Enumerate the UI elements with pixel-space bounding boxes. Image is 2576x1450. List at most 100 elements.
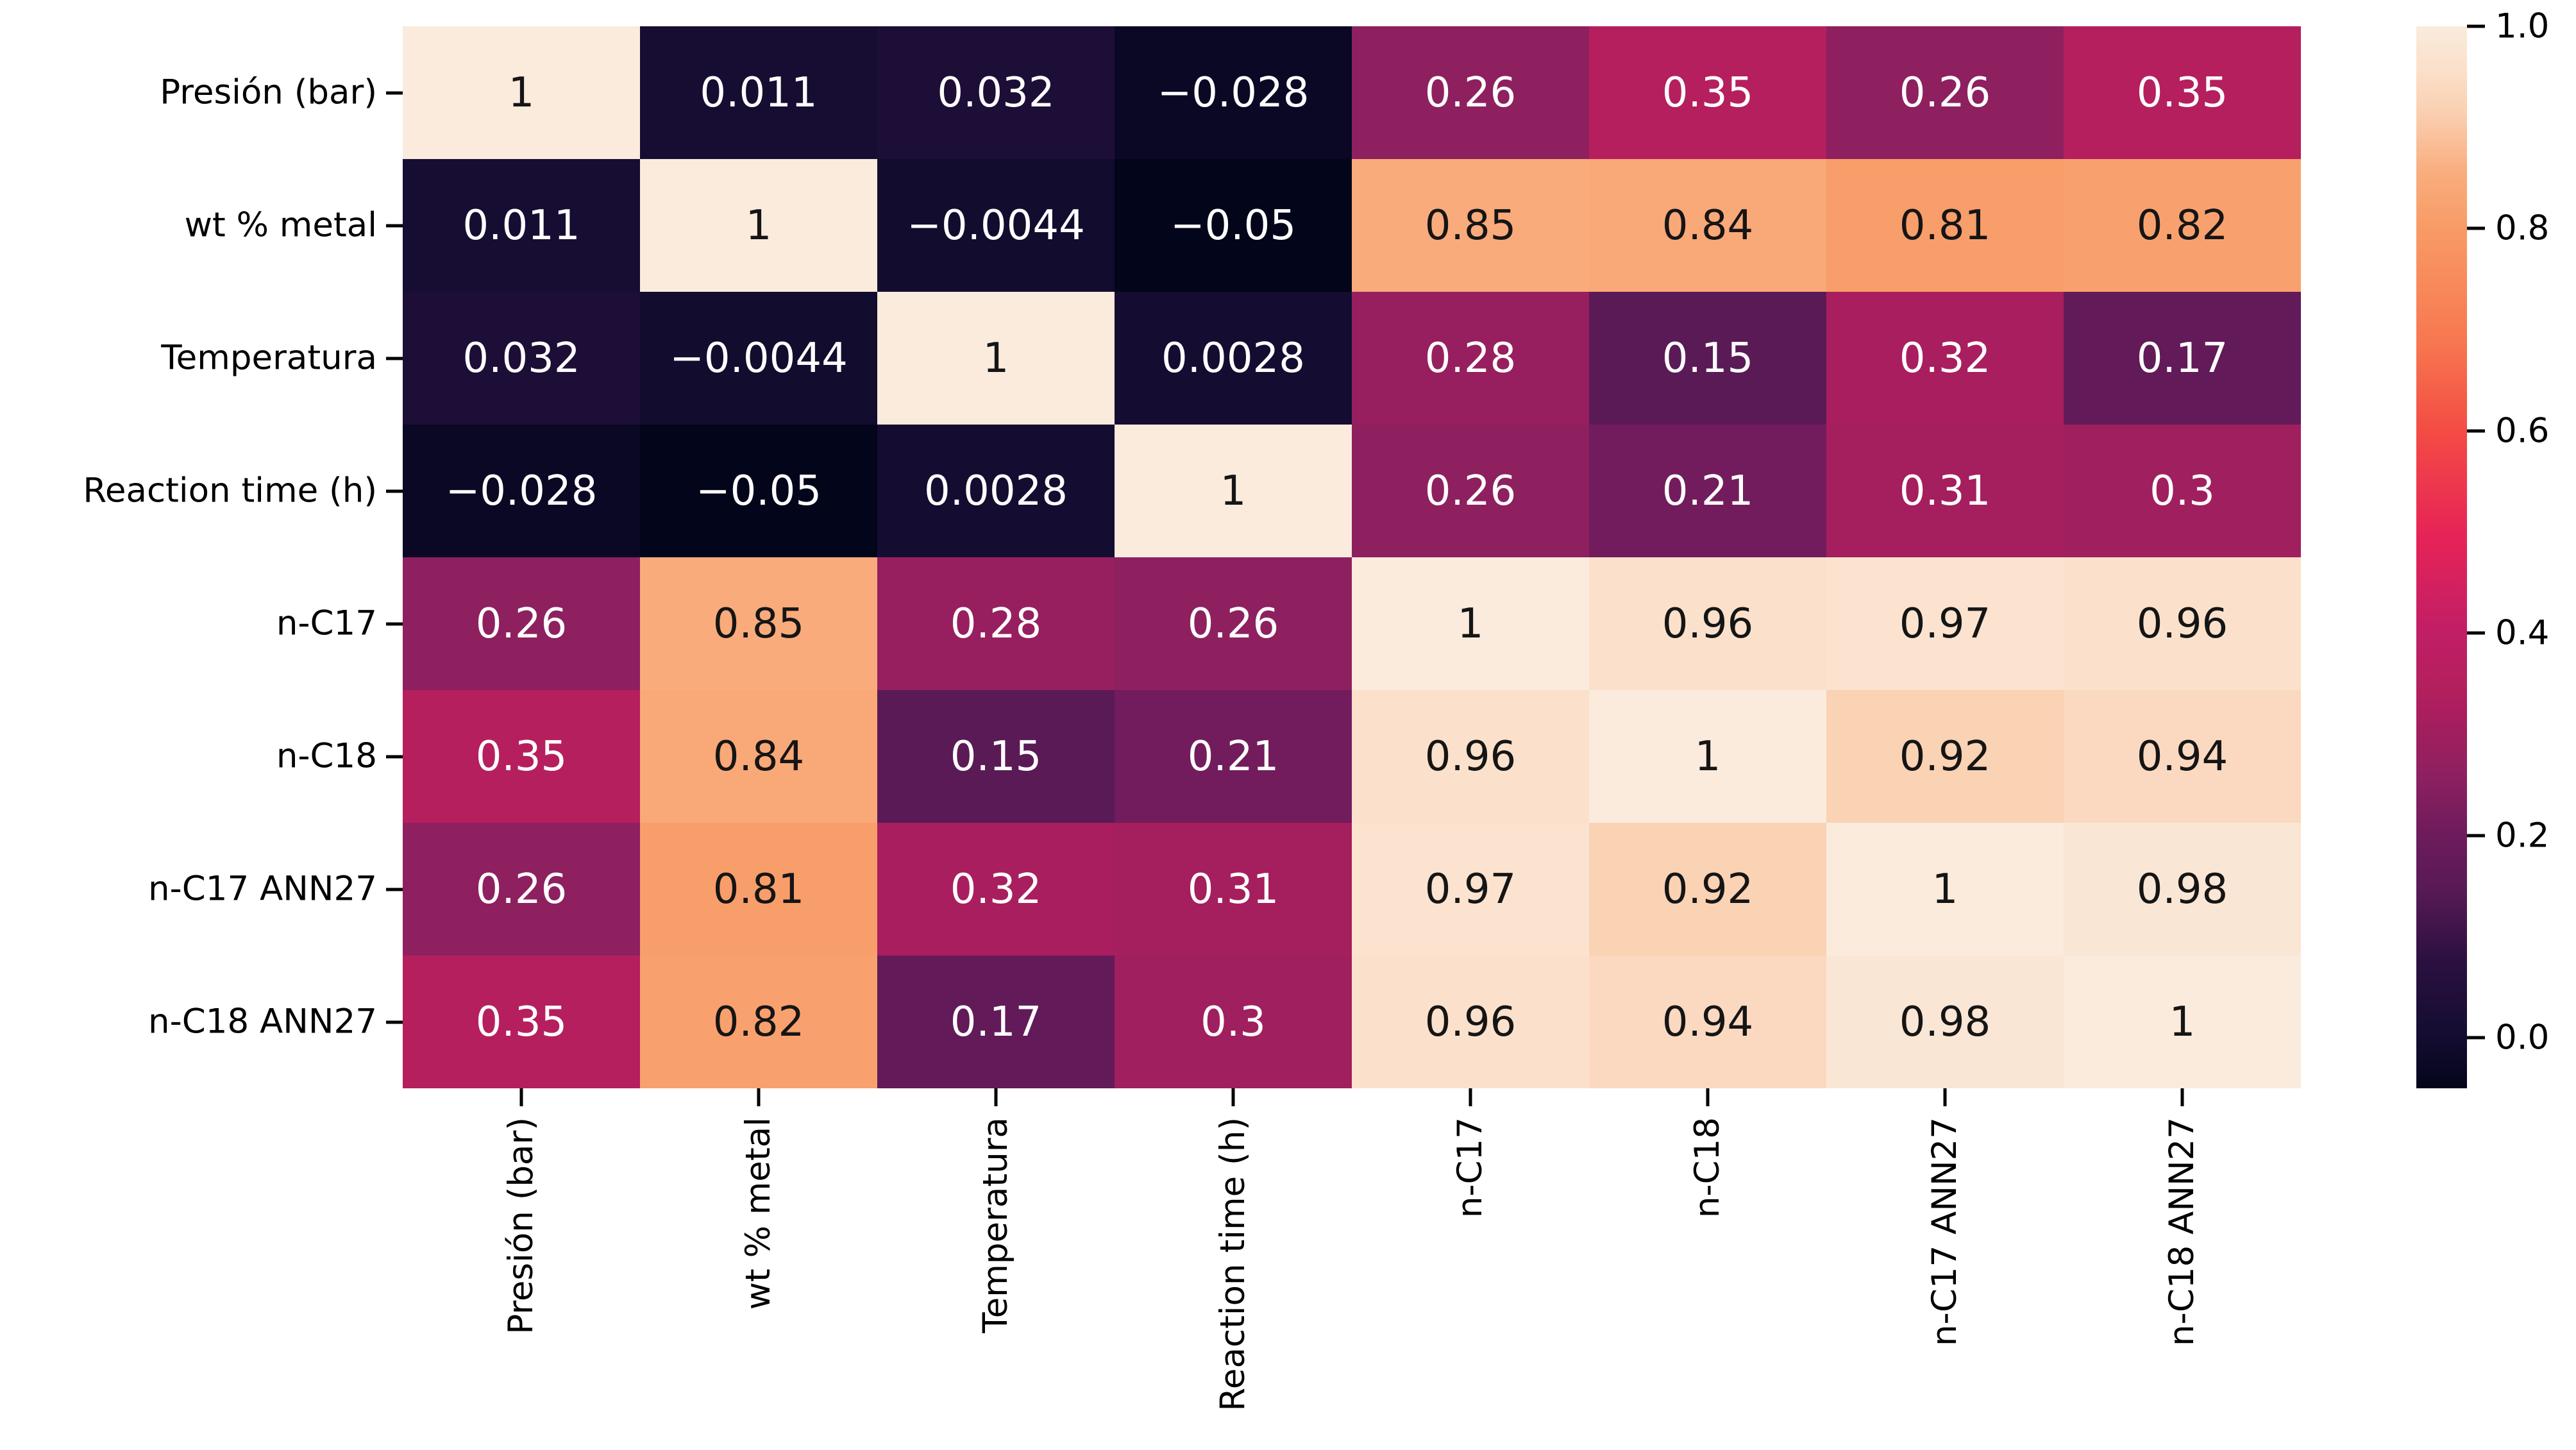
x-tick-mark [1469, 1088, 1472, 1106]
y-tick-mark [386, 91, 403, 94]
heatmap-cell: 0.21 [1589, 425, 1826, 557]
heatmap-cell: 0.26 [403, 823, 640, 956]
x-tick-label: n-C17 ANN27 [1924, 1117, 1966, 1349]
heatmap-cell: 0.98 [2064, 823, 2301, 956]
heatmap-cell: 0.96 [1589, 557, 1826, 690]
heatmap-cell: 0.3 [1115, 956, 1352, 1088]
heatmap-cell: 0.92 [1589, 823, 1826, 956]
x-tick-mark [519, 1088, 523, 1106]
heatmap-cell: 0.032 [403, 292, 640, 425]
colorbar-tick-label: 0.6 [2495, 411, 2550, 451]
heatmap-cell: 0.17 [877, 956, 1115, 1088]
y-tick-mark [386, 489, 403, 493]
heatmap-cell: 0.92 [1826, 690, 2064, 823]
x-tick-label: Temperatura [975, 1117, 1017, 1336]
heatmap-cell: 0.31 [1115, 823, 1352, 956]
heatmap-cell: 0.81 [1826, 159, 2064, 292]
heatmap-cell: 0.85 [640, 557, 877, 690]
heatmap-cell: 0.26 [1352, 26, 1589, 159]
colorbar-tick-mark [2467, 24, 2485, 28]
colorbar-tick-mark [2467, 834, 2485, 838]
heatmap-cell: 0.26 [1115, 557, 1352, 690]
y-axis-tick-labels: Presión (bar) wt % metal Temperatura Reacti… [0, 0, 377, 1450]
colorbar-tick-mark [2467, 631, 2485, 635]
colorbar-tick-mark [2467, 226, 2485, 230]
y-tick-mark [386, 1020, 403, 1024]
y-tick-mark [386, 357, 403, 360]
heatmap-cell: 0.17 [2064, 292, 2301, 425]
colorbar-tick-label: 0.8 [2495, 208, 2550, 248]
x-tick-label-text: n-C17 ANN27 [1924, 1117, 1964, 1346]
x-tick-label: n-C17 [1449, 1117, 1492, 1220]
x-tick-label: wt % metal [737, 1117, 780, 1312]
x-tick-label-text: n-C18 [1687, 1117, 1727, 1218]
heatmap-cell: 0.81 [640, 823, 877, 956]
colorbar-tick-label: 0.2 [2495, 816, 2550, 856]
x-tick-label: Presión (bar) [500, 1117, 543, 1337]
heatmap-cell: 0.28 [877, 557, 1115, 690]
colorbar-tick-label: 0.0 [2495, 1018, 2550, 1058]
heatmap-cell: 0.85 [1352, 159, 1589, 292]
heatmap-cell: 0.84 [1589, 159, 1826, 292]
x-tick-label-text: n-C17 [1450, 1117, 1490, 1218]
x-tick-label-text: wt % metal [738, 1117, 778, 1310]
heatmap-grid: 1 0.011 0.032 −0.028 0.26 0.35 0.26 0.35 0.011 1−… [403, 26, 2301, 1088]
heatmap-cell: −0.05 [640, 425, 877, 557]
x-tick-label-text: Temperatura [975, 1117, 1015, 1333]
heatmap-cell: 0.28 [1352, 292, 1589, 425]
heatmap-cell: 0.98 [1826, 956, 2064, 1088]
colorbar-tick-label: 0.4 [2495, 613, 2550, 653]
heatmap-cell: −0.0044 [640, 292, 877, 425]
colorbar-tick-label: 1.0 [2495, 6, 2550, 46]
heatmap-cell: 1 [640, 159, 877, 292]
heatmap-cell: 0.26 [1352, 425, 1589, 557]
x-tick-mark [1706, 1088, 1710, 1106]
heatmap-cell: 0.97 [1352, 823, 1589, 956]
y-tick-label: Presión (bar) [160, 72, 377, 112]
heatmap-cell: −0.028 [403, 425, 640, 557]
heatmap-cell: 0.82 [640, 956, 877, 1088]
heatmap-cell: 0.35 [1589, 26, 1826, 159]
y-tick-mark [386, 888, 403, 891]
heatmap-cell: 0.35 [403, 956, 640, 1088]
x-tick-mark [2180, 1088, 2184, 1106]
heatmap-cell: 1 [1826, 823, 2064, 956]
x-tick-label-text: n-C18 ANN27 [2162, 1117, 2201, 1346]
heatmap-cell: 0.96 [1352, 956, 1589, 1088]
colorbar-tick-mark [2467, 1036, 2485, 1040]
x-tick-label: n-C18 ANN27 [2161, 1117, 2203, 1349]
heatmap-cell: 0.3 [2064, 425, 2301, 557]
x-tick-label: n-C18 [1687, 1117, 1729, 1220]
heatmap-cell: 0.96 [1352, 690, 1589, 823]
y-tick-label: Reaction time (h) [83, 470, 377, 510]
x-tick-label: Reaction time (h) [1212, 1117, 1254, 1414]
heatmap-cell: 0.21 [1115, 690, 1352, 823]
heatmap-cell: −0.05 [1115, 159, 1352, 292]
y-tick-mark [386, 622, 403, 625]
y-tick-mark [386, 755, 403, 758]
colorbar-gradient [2416, 26, 2467, 1088]
heatmap-cell: 0.032 [877, 26, 1115, 159]
heatmap-cell: 0.96 [2064, 557, 2301, 690]
y-tick-label: Temperatura [161, 337, 377, 377]
y-tick-label: n-C18 ANN27 [148, 1001, 377, 1041]
heatmap-cell: 0.0028 [1115, 292, 1352, 425]
x-tick-mark [757, 1088, 761, 1106]
heatmap-cell: 0.35 [2064, 26, 2301, 159]
heatmap-cell: 1 [403, 26, 640, 159]
heatmap-cell: 0.94 [2064, 690, 2301, 823]
x-tick-mark [994, 1088, 998, 1106]
y-tick-label: wt % metal [184, 205, 377, 244]
heatmap-cell: 1 [2064, 956, 2301, 1088]
heatmap-cell: 1 [1115, 425, 1352, 557]
heatmap-cell: 0.011 [640, 26, 877, 159]
heatmap-cell: 0.26 [1826, 26, 2064, 159]
x-tick-label-text: Presión (bar) [501, 1117, 541, 1335]
heatmap-cell: 0.32 [1826, 292, 2064, 425]
x-tick-label-text: Reaction time (h) [1213, 1117, 1252, 1412]
heatmap-cell: 0.35 [403, 690, 640, 823]
heatmap-cell: 0.94 [1589, 956, 1826, 1088]
y-tick-label: n-C17 [276, 603, 377, 643]
y-tick-label: n-C17 ANN27 [148, 868, 377, 908]
